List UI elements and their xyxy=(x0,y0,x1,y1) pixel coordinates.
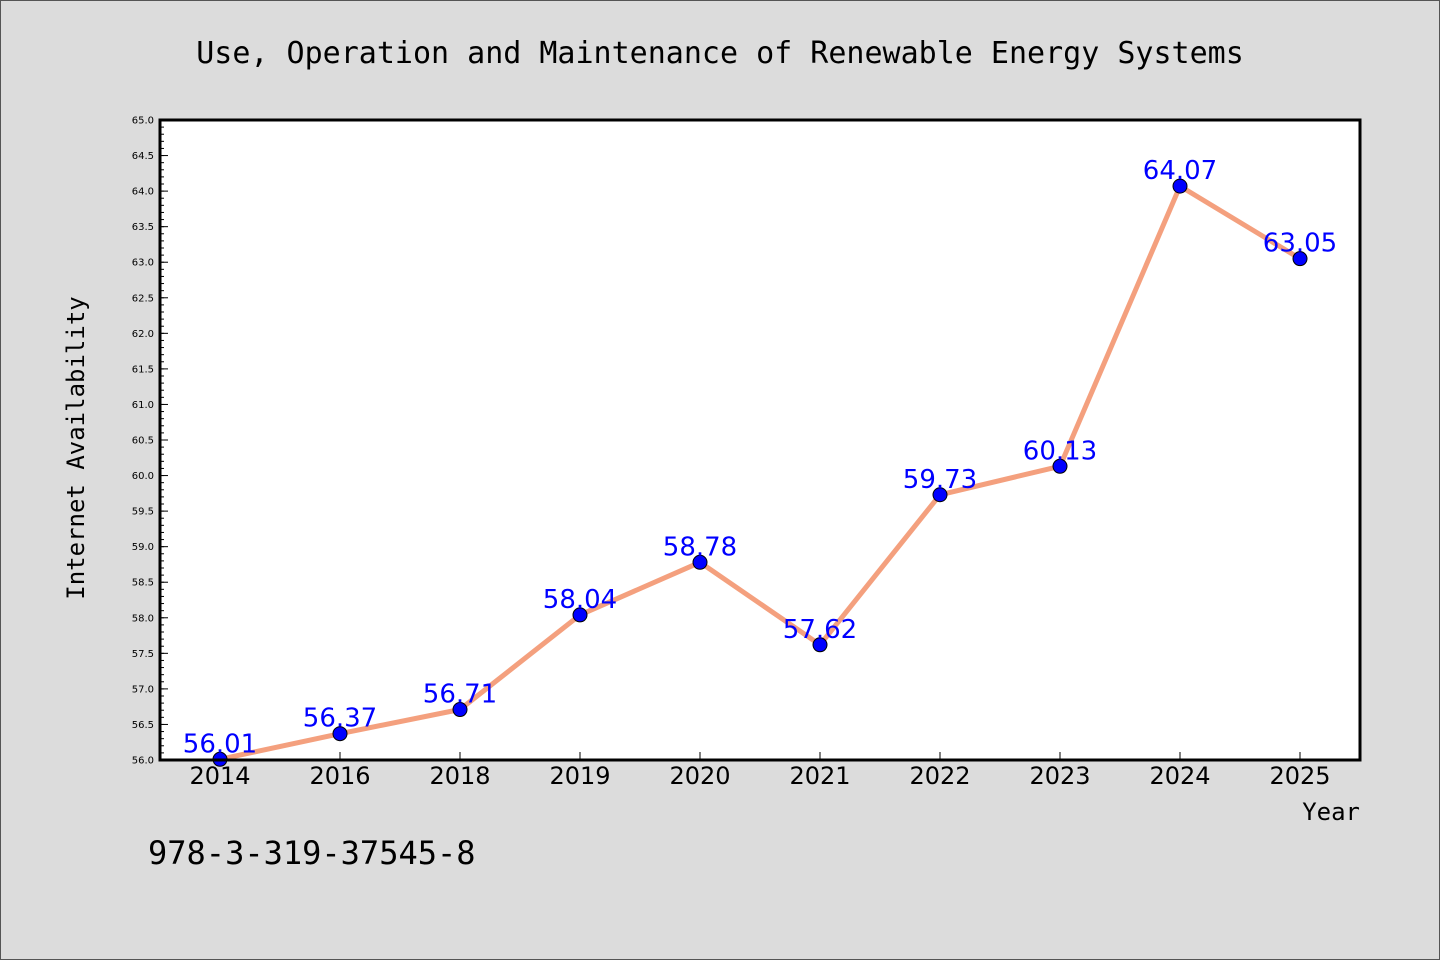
data-label-2014: 56.01 xyxy=(183,729,257,759)
data-label-2019: 58.04 xyxy=(543,585,617,615)
data-label-2025: 63.05 xyxy=(1263,229,1337,259)
x-tick-label: 2020 xyxy=(669,762,730,790)
y-tick-label: 60.0 xyxy=(132,471,154,482)
y-tick-label: 57.5 xyxy=(132,649,154,660)
data-point-2019 xyxy=(572,607,588,623)
y-tick-label: 64.5 xyxy=(132,151,154,162)
x-tick-label: 2021 xyxy=(789,762,850,790)
data-point-2020 xyxy=(692,554,708,570)
chart-title: Use, Operation and Maintenance of Renewa… xyxy=(196,36,1244,71)
y-tick-label: 59.0 xyxy=(132,542,154,553)
y-tick-label: 62.0 xyxy=(132,329,154,340)
data-label-2016: 56.37 xyxy=(303,704,377,734)
y-tick-label: 58.0 xyxy=(132,613,154,624)
data-label-2024: 64.07 xyxy=(1143,156,1217,186)
x-axis-label: Year xyxy=(1302,798,1360,826)
series-group xyxy=(212,178,1308,767)
data-label-2023: 60.13 xyxy=(1023,436,1097,466)
plot-area xyxy=(160,120,1360,760)
y-tick-label: 60.5 xyxy=(132,436,154,447)
x-tick-label: 2019 xyxy=(549,762,610,790)
plot-border xyxy=(158,118,1362,762)
data-label-2018: 56.71 xyxy=(423,680,497,710)
data-point-2018 xyxy=(452,702,468,718)
data-labels: 56.01 56.37 56.71 58.04 58.78 57.62 59.73 60.13… xyxy=(183,156,1337,759)
y-tick-label: 59.5 xyxy=(132,507,154,518)
data-point-2024 xyxy=(1172,178,1188,194)
y-tick-label: 63.0 xyxy=(132,258,154,269)
data-point-2025 xyxy=(1292,251,1308,267)
y-tick-label: 58.5 xyxy=(132,578,154,589)
x-tick-label: 2024 xyxy=(1149,762,1210,790)
x-tick-label: 2018 xyxy=(429,762,490,790)
isbn-footnote: 978-3-319-37545-8 xyxy=(148,834,476,872)
data-point-2021 xyxy=(812,637,828,653)
data-label-2022: 59.73 xyxy=(903,465,977,495)
y-axis-label: Internet Availability xyxy=(62,296,90,599)
data-point-2022 xyxy=(932,487,948,503)
y-tick-label: 61.0 xyxy=(132,400,154,411)
data-point-2016 xyxy=(332,726,348,742)
y-tick-label: 57.0 xyxy=(132,684,154,695)
y-tick-label: 56.0 xyxy=(132,756,154,767)
x-tick-label: 2022 xyxy=(909,762,970,790)
series-line xyxy=(219,183,1302,762)
y-tick-label: 61.5 xyxy=(132,364,154,375)
y-tick-label: 56.5 xyxy=(132,720,154,731)
x-tick-label: 2016 xyxy=(309,762,370,790)
y-tick-label: 62.5 xyxy=(132,293,154,304)
x-tick-label: 2023 xyxy=(1029,762,1090,790)
data-point-2023 xyxy=(1052,458,1068,474)
y-tick-label: 64.0 xyxy=(132,187,154,198)
y-tick-label: 65.0 xyxy=(132,116,154,127)
data-label-2020: 58.78 xyxy=(663,532,737,562)
x-tick-label: 2025 xyxy=(1269,762,1330,790)
data-label-2021: 57.62 xyxy=(783,615,857,645)
y-tick-label: 63.5 xyxy=(132,222,154,233)
